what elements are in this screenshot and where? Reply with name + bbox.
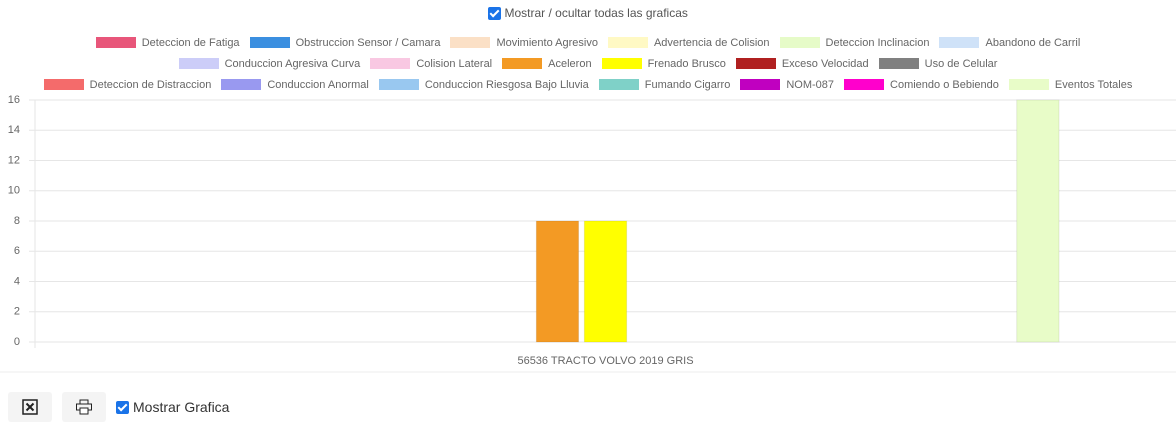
legend-row: Deteccion de Fatiga Obstruccion Sensor / … [0, 32, 1176, 53]
toggle-label: Mostrar / ocultar todas las graficas [504, 6, 688, 20]
legend-swatch [844, 79, 885, 90]
legend-item[interactable]: Advertencia de Colision [607, 36, 770, 49]
legend-label: Advertencia de Colision [653, 36, 770, 49]
legend-item[interactable]: Movimiento Agresivo [450, 37, 598, 49]
print-button[interactable] [62, 392, 106, 422]
legend-label: Frenado Brusco [647, 57, 726, 70]
legend-label: Deteccion Inclinacion [825, 36, 930, 49]
legend-label: Comiendo o Bebiendo [890, 78, 999, 91]
legend-label: Obstruccion Sensor / Camara [295, 36, 441, 49]
legend-item[interactable]: Exceso Velocidad [735, 57, 869, 70]
legend-item[interactable]: Fumando Cigarro [598, 78, 731, 91]
legend-label: Eventos Totales [1054, 78, 1133, 91]
legend-label: Deteccion de Fatiga [141, 36, 240, 49]
legend-swatch [607, 37, 648, 48]
print-icon [76, 399, 92, 415]
legend-item[interactable]: Abandono de Carril [939, 37, 1080, 49]
legend-label: Abandono de Carril [985, 36, 1081, 49]
y-tick-label: 8 [14, 215, 20, 227]
legend-item[interactable]: Obstruccion Sensor / Camara [249, 36, 441, 49]
chart: 0 2 4 6 8 10 12 14 16 56536 TRACTO VOLVO 2019 GRI… [0, 94, 1176, 373]
legend-swatch [178, 58, 219, 69]
legend-item[interactable]: NOM-087 [740, 79, 834, 91]
legend-item[interactable]: Eventos Totales [1008, 78, 1133, 91]
legend-row: Deteccion de Distraccion Conduccion Anorm… [0, 74, 1176, 95]
y-tick-label: 12 [8, 154, 20, 166]
bar [583, 220, 628, 343]
legend-swatch [598, 79, 639, 90]
legend-label: NOM-087 [786, 78, 835, 91]
excel-icon [22, 399, 38, 415]
legend-swatch [878, 58, 919, 69]
bar [535, 220, 580, 343]
legend-label: Conduccion Anormal [267, 78, 369, 91]
bar [1016, 99, 1060, 343]
legend-row: Conduccion Agresiva Curva Colision Latera… [0, 53, 1176, 74]
legend-item[interactable]: Comiendo o Bebiendo [844, 79, 999, 91]
legend-swatch [249, 37, 290, 48]
legend-item[interactable]: Deteccion de Fatiga [95, 36, 240, 49]
legend-label: Colision Lateral [416, 57, 493, 70]
legend-swatch [939, 37, 980, 48]
y-tick-label: 14 [8, 124, 20, 136]
x-tick-label: 56536 TRACTO VOLVO 2019 GRIS [517, 355, 693, 367]
y-tick-label: 2 [14, 306, 20, 318]
legend-label: Conduccion Riesgosa Bajo Lluvia [424, 78, 589, 91]
toggle-all[interactable]: Mostrar / ocultar todas las graficas [0, 6, 1176, 21]
checkbox[interactable] [116, 400, 129, 414]
legend-item[interactable]: Conduccion Riesgosa Bajo Lluvia [378, 78, 589, 91]
legend-label: Uso de Celular [924, 57, 998, 70]
checkbox[interactable] [488, 7, 502, 21]
y-tick-label: 4 [14, 275, 20, 287]
legend-label: Movimiento Agresivo [496, 36, 598, 49]
legend-swatch [43, 79, 84, 90]
excel-button[interactable] [8, 392, 52, 422]
legend-swatch [735, 58, 776, 69]
legend-swatch [601, 58, 642, 69]
legend: Deteccion de Fatiga Obstruccion Sensor / … [0, 32, 1176, 95]
legend-swatch [370, 58, 411, 69]
legend-swatch [221, 79, 262, 90]
legend-item[interactable]: Deteccion Inclinacion [779, 36, 930, 49]
legend-swatch [779, 37, 820, 48]
legend-swatch [502, 58, 543, 69]
legend-swatch [740, 79, 781, 90]
legend-item[interactable]: Colision Lateral [370, 58, 492, 70]
legend-label: Conduccion Agresiva Curva [224, 57, 361, 70]
legend-swatch [1008, 79, 1049, 90]
legend-label: Aceleron [548, 57, 592, 70]
legend-label: Exceso Velocidad [781, 57, 869, 70]
legend-swatch [450, 37, 491, 48]
show-chart-label: Mostrar Grafica [133, 399, 230, 415]
y-tick-label: 10 [8, 185, 20, 197]
y-tick-label: 0 [14, 336, 20, 348]
y-tick-label: 16 [8, 94, 20, 106]
legend-label: Deteccion de Distraccion [89, 78, 212, 91]
footer: Mostrar Grafica [8, 392, 229, 422]
legend-item[interactable]: Uso de Celular [878, 57, 998, 70]
legend-item[interactable]: Frenado Brusco [601, 57, 726, 70]
legend-swatch [95, 37, 136, 48]
legend-label: Fumando Cigarro [644, 78, 731, 91]
legend-item[interactable]: Conduccion Anormal [221, 79, 369, 91]
legend-item[interactable]: Conduccion Agresiva Curva [178, 57, 361, 70]
legend-swatch [378, 79, 419, 90]
legend-item[interactable]: Deteccion de Distraccion [43, 78, 212, 91]
y-tick-label: 6 [14, 245, 20, 257]
legend-item[interactable]: Aceleron [502, 57, 592, 70]
